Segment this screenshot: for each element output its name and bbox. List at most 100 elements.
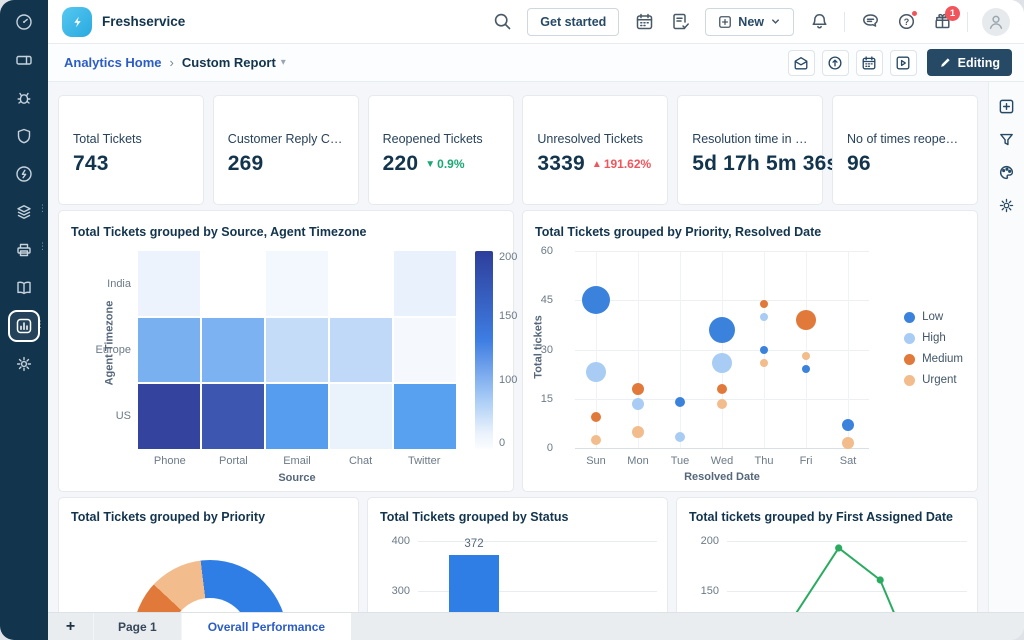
more-dots-icon[interactable]: ⋮ [38,203,47,213]
bubble-point[interactable] [582,286,610,315]
editing-button[interactable]: Editing [926,49,1012,76]
x-tick-label: Thu [754,455,774,467]
sidebar-item-changes[interactable] [8,158,40,190]
sidebar-item-solutions[interactable] [8,272,40,304]
heatmap-cell[interactable] [138,251,200,316]
gauge-icon [15,13,33,31]
status-bar-widget[interactable]: Total Tickets grouped by Status 400 300 37… [367,497,668,612]
bubble-point[interactable] [675,431,685,442]
bubble-point[interactable] [586,362,606,383]
avatar[interactable] [982,7,1010,36]
present-button[interactable] [889,49,917,76]
breadcrumb-current-report[interactable]: Custom Report ▾ [182,55,286,70]
freshservice-logo[interactable] [62,6,92,37]
bubble-point[interactable] [632,382,644,395]
bar[interactable] [449,555,499,612]
kpi-card[interactable]: Total Tickets 743 [58,95,204,205]
tab-page-1[interactable]: Page 1 [94,613,182,640]
bubble-point[interactable] [591,411,601,422]
chart-title: Total tickets grouped by First Assigned … [689,510,953,524]
priority-donut-widget[interactable]: Total Tickets grouped by Priority [58,497,359,612]
subscribe-button[interactable] [787,49,815,76]
heatmap-cell[interactable] [202,317,264,383]
kpi-card[interactable]: Reopened Tickets 220 ▼ 0.9% [367,95,514,205]
bubble-point[interactable] [842,437,854,450]
gear-icon[interactable] [997,195,1017,215]
bubble-point[interactable] [760,358,768,367]
bubble-point[interactable] [760,345,768,354]
legend-item[interactable]: Low [904,311,963,323]
more-dots-icon[interactable]: ⋮ [36,319,45,329]
bubble-widget[interactable]: Total Tickets grouped by Priority, Resol… [522,210,978,492]
bubble-point[interactable] [712,352,732,373]
bubble-point[interactable] [760,299,768,308]
bubble-point[interactable] [632,397,644,410]
heatmap-cell[interactable] [394,384,456,449]
add-page-button[interactable]: + [48,613,94,640]
palette-icon[interactable] [997,162,1017,182]
heatmap-cell[interactable] [138,384,200,449]
export-button[interactable] [821,49,849,76]
filter-icon[interactable] [997,129,1017,149]
tab-overall-performance[interactable]: Overall Performance [181,613,352,640]
sidebar-item-dashboard[interactable] [8,6,40,38]
legend-item[interactable]: Urgent [904,374,963,386]
bubble-point[interactable] [796,309,816,330]
x-tick-label: Sun [586,455,606,467]
heatmap-cell[interactable] [330,251,392,316]
schedule-button[interactable] [855,49,883,76]
feedback-icon[interactable] [859,11,881,33]
add-widget-button[interactable] [997,96,1017,116]
sidebar-item-purchase[interactable]: ⋮ [8,234,47,266]
get-started-button[interactable]: Get started [527,7,620,36]
sidebar-item-tickets[interactable] [8,44,40,76]
new-button[interactable]: New [705,7,794,36]
sidebar-item-analytics[interactable]: ⋮ [8,310,45,342]
bubble-point[interactable] [709,316,735,343]
kpi-delta: ▼ 0.9% [425,157,465,171]
sidebar-item-problems[interactable] [8,82,40,114]
bubble-point[interactable] [717,383,727,394]
heatmap-cell[interactable] [330,317,392,383]
task-note-icon[interactable] [669,11,691,33]
help-icon[interactable]: ? [895,9,918,33]
heatmap-cell[interactable] [202,251,264,316]
legend-item[interactable]: Medium [904,353,963,365]
kpi-card[interactable]: Customer Reply Count 269 [212,95,359,205]
sidebar-item-assets[interactable]: ⋮ [8,196,47,228]
assigned-line-widget[interactable]: Total tickets grouped by First Assigned … [676,497,978,612]
sidebar-item-admin[interactable] [8,348,40,380]
bubble-point[interactable] [717,398,727,409]
heatmap-cell[interactable] [394,317,456,383]
heatmap-cell[interactable] [266,251,328,316]
heatmap-cell[interactable] [394,251,456,316]
sidebar-item-releases[interactable] [8,120,40,152]
legend-item[interactable]: High [904,332,963,344]
bubble-point[interactable] [802,365,810,374]
color-scale [475,251,493,449]
chart-title: Total Tickets grouped by Source, Agent T… [71,225,367,239]
bell-icon[interactable] [808,11,830,33]
bubble-point[interactable] [591,434,601,445]
bubble-point[interactable] [632,425,644,438]
gift-icon[interactable]: 1 [931,5,960,33]
heatmap-cell[interactable] [138,317,200,383]
heatmap-widget[interactable]: Total Tickets grouped by Source, Agent T… [58,210,517,492]
bubble-point[interactable] [675,397,685,408]
y-axis-categories: India Europe US [83,251,131,449]
heatmap-cell[interactable] [202,384,264,449]
legend-label: Medium [922,353,963,365]
breadcrumb-analytics-home[interactable]: Analytics Home [64,55,162,70]
calendar-icon[interactable] [633,11,655,33]
more-dots-icon[interactable]: ⋮ [38,241,47,251]
bubble-point[interactable] [842,419,854,432]
kpi-card[interactable]: Resolution time in calendar... 5d 17h 5m … [677,95,838,205]
kpi-card[interactable]: Unresolved Tickets 3339 ▲ 191.62% [522,95,669,205]
heatmap-cell[interactable] [266,317,328,383]
kpi-card[interactable]: No of times reopened 96 [832,95,978,205]
heatmap-cell[interactable] [330,384,392,449]
search-icon[interactable] [491,11,513,33]
heatmap-cell[interactable] [266,384,328,449]
bubble-point[interactable] [760,312,768,321]
bubble-point[interactable] [802,352,810,361]
